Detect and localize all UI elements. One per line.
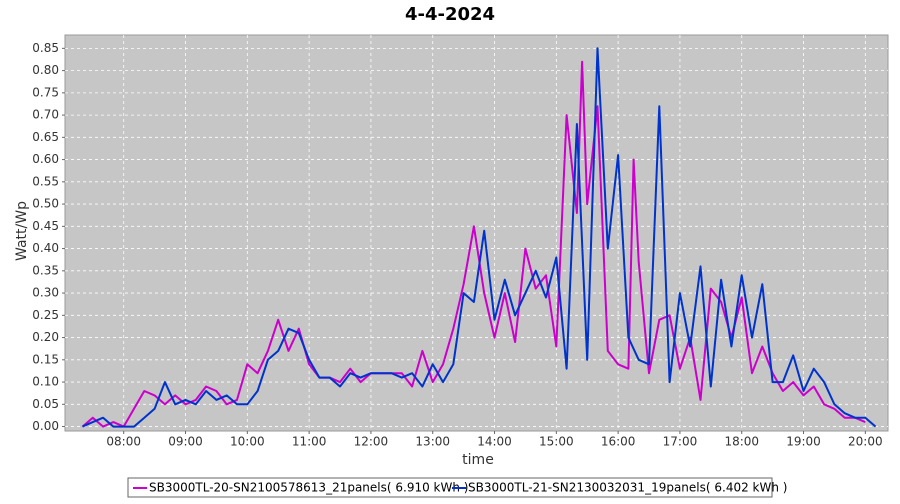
x-tick-label: 09:00 — [168, 435, 203, 449]
y-tick-label: 0.35 — [32, 263, 59, 277]
x-axis-label: time — [462, 452, 494, 468]
x-tick-label: 10:00 — [230, 435, 265, 449]
x-tick-label: 15:00 — [539, 435, 574, 449]
x-tick-label: 16:00 — [601, 435, 636, 449]
y-tick-label: 0.20 — [32, 330, 59, 344]
y-axis-label: Watt/Wp — [14, 201, 30, 261]
y-tick-label: 0.10 — [32, 375, 59, 389]
legend-label: SB3000TL-21-SN2130032031_19panels( 6.402… — [468, 481, 787, 495]
x-tick-label: 14:00 — [477, 435, 512, 449]
y-tick-label: 0.85 — [32, 41, 59, 55]
x-tick-label: 12:00 — [354, 435, 389, 449]
chart-title: 4-4-2024 — [405, 4, 495, 25]
y-tick-label: 0.40 — [32, 241, 59, 255]
x-tick-label: 11:00 — [292, 435, 327, 449]
y-tick-label: 0.60 — [32, 152, 59, 166]
x-tick-label: 18:00 — [724, 435, 759, 449]
y-tick-label: 0.70 — [32, 108, 59, 122]
x-tick-label: 17:00 — [663, 435, 698, 449]
y-tick-label: 0.30 — [32, 286, 59, 300]
x-tick-label: 20:00 — [848, 435, 883, 449]
series-line — [82, 47, 877, 428]
x-tick-label: 19:00 — [786, 435, 821, 449]
y-tick-label: 0.25 — [32, 308, 59, 322]
y-tick-label: 0.05 — [32, 397, 59, 411]
y-tick-label: 0.15 — [32, 352, 59, 366]
y-tick-label: 0.80 — [32, 63, 59, 77]
legend-label: SB3000TL-20-SN2100578613_21panels( 6.910… — [149, 481, 468, 495]
y-tick-label: 0.00 — [32, 419, 59, 433]
y-tick-label: 0.45 — [32, 219, 59, 233]
plot-area — [64, 34, 889, 432]
y-tick-label: 0.55 — [32, 174, 59, 188]
y-tick-label: 0.75 — [32, 85, 59, 99]
y-tick-label: 0.50 — [32, 197, 59, 211]
series-line — [81, 60, 866, 428]
x-tick-label: 13:00 — [415, 435, 450, 449]
y-tick-label: 0.65 — [32, 130, 59, 144]
x-tick-label: 08:00 — [106, 435, 141, 449]
legend — [127, 477, 773, 498]
